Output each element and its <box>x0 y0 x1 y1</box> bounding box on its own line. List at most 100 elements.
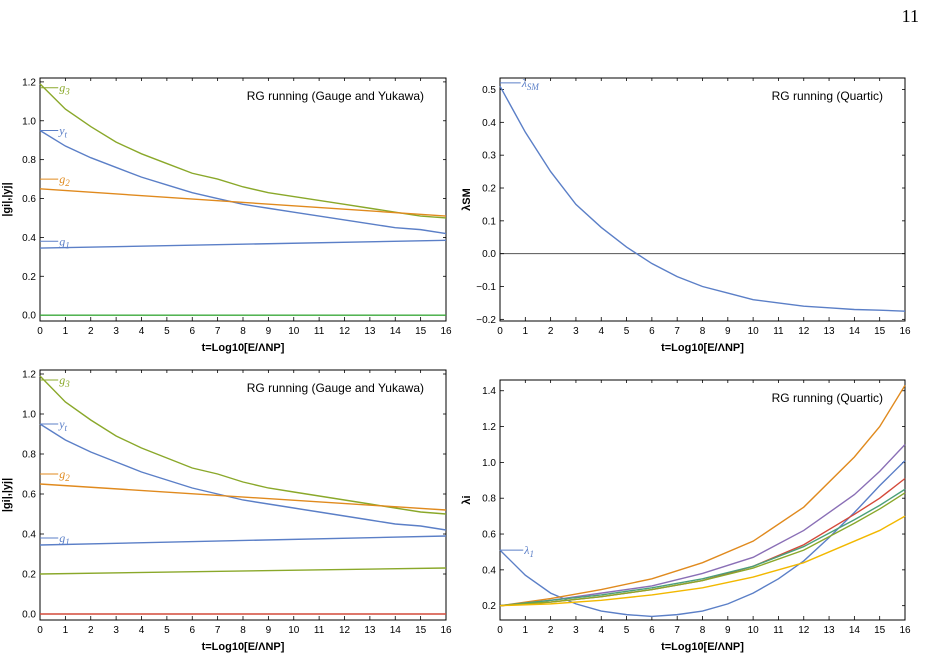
x-tick-label: 15 <box>874 625 886 636</box>
x-tick-label: 2 <box>548 326 554 337</box>
x-tick-label: 14 <box>849 326 861 337</box>
series-line-g1 <box>39 535 447 546</box>
x-tick-label: 6 <box>649 326 655 337</box>
series-line-s3 <box>499 443 906 607</box>
series-line-g3 <box>39 83 447 219</box>
x-tick-label: 0 <box>37 326 43 337</box>
y-tick-label: 1.0 <box>22 116 36 127</box>
x-tick-label: 1 <box>63 625 69 636</box>
x-tick-label: 11 <box>314 326 325 337</box>
y-tick-label: 1.2 <box>22 77 36 88</box>
x-tick-label: 0 <box>497 326 503 337</box>
y-tick-label: 0.2 <box>22 570 36 581</box>
y-tick-label: 0.2 <box>482 601 496 612</box>
x-tick-label: 3 <box>573 625 579 636</box>
y-axis-label: |gi|,|yj| <box>1 478 13 512</box>
x-tick-label: 7 <box>215 326 221 337</box>
x-tick-label: 4 <box>598 625 604 636</box>
y-tick-label: 0.2 <box>482 184 496 195</box>
x-axis-label: t=Log10[E/ΛNP] <box>661 641 744 653</box>
series-line-g1 <box>39 239 447 249</box>
x-tick-label: 6 <box>649 625 655 636</box>
series-line-s2 <box>499 385 906 607</box>
series-line-s7 <box>499 515 906 607</box>
x-tick-label: 2 <box>548 625 554 636</box>
x-axis-label: t=Log10[E/ΛNP] <box>202 342 285 354</box>
series-line-s4 <box>499 477 906 607</box>
x-tick-label: 16 <box>440 625 452 636</box>
y-tick-label: 0.6 <box>22 490 36 501</box>
series-line-yt <box>39 423 447 531</box>
series-line-g2 <box>39 188 447 217</box>
x-tick-label: 9 <box>266 326 272 337</box>
series-line-s5 <box>499 488 906 607</box>
y-tick-label: 0.4 <box>482 118 496 129</box>
y-tick-label: 0.6 <box>482 530 496 541</box>
plot-frame <box>39 369 447 621</box>
x-tick-label: 13 <box>824 326 836 337</box>
x-tick-label: 7 <box>674 326 680 337</box>
x-tick-label: 5 <box>624 326 630 337</box>
x-tick-label: 13 <box>364 625 376 636</box>
y-tick-label: 0.1 <box>482 216 496 227</box>
series-label-g3: g3 <box>59 81 70 97</box>
y-tick-label: 0.4 <box>482 565 496 576</box>
series-label-g2: g2 <box>59 172 70 188</box>
x-tick-label: 9 <box>725 625 731 636</box>
x-tick-label: 12 <box>798 625 810 636</box>
x-tick-label: 14 <box>390 625 402 636</box>
x-tick-label: 5 <box>164 326 170 337</box>
x-tick-label: 11 <box>314 625 325 636</box>
series-label-λSM: λSM <box>521 76 540 92</box>
series-line-yt <box>39 129 447 235</box>
chart-annotation: RG running (Quartic) <box>772 391 883 405</box>
x-tick-label: 7 <box>215 625 221 636</box>
chart-annotation: RG running (Gauge and Yukawa) <box>247 89 424 103</box>
y-tick-label: 0.6 <box>22 194 36 205</box>
x-tick-label: 12 <box>798 326 810 337</box>
x-tick-label: 5 <box>164 625 170 636</box>
y-tick-label: 0.4 <box>22 233 36 244</box>
x-tick-label: 2 <box>88 625 94 636</box>
x-tick-label: 12 <box>339 326 351 337</box>
x-tick-label: 10 <box>748 625 760 636</box>
chart-panel-1: 0 1 2 3 4 5 6 7 8 9 10 11 12 13 14 15 160.00.20.40.60.81… <box>1 77 452 354</box>
x-tick-label: 0 <box>37 625 43 636</box>
chart-panel-3: 0 1 2 3 4 5 6 7 8 9 10 11 12 13 14 15 160.00.20.40.60.81… <box>1 369 452 653</box>
series-label-g1: g1 <box>59 234 70 250</box>
x-tick-label: 15 <box>874 326 886 337</box>
y-tick-label: 0.0 <box>22 610 36 621</box>
x-tick-label: 0 <box>497 625 503 636</box>
x-tick-label: 8 <box>240 326 246 337</box>
x-tick-label: 7 <box>674 625 680 636</box>
plot-frame <box>499 77 906 322</box>
series-line-s6 <box>499 492 906 607</box>
y-tick-label: −0.2 <box>476 315 496 326</box>
x-axis-label: t=Log10[E/ΛNP] <box>202 641 285 653</box>
x-tick-label: 2 <box>88 326 94 337</box>
chart-annotation: RG running (Quartic) <box>772 89 883 103</box>
x-tick-label: 1 <box>523 625 529 636</box>
x-tick-label: 11 <box>773 326 784 337</box>
x-tick-label: 15 <box>415 625 427 636</box>
x-tick-label: 14 <box>849 625 861 636</box>
x-tick-label: 10 <box>288 326 300 337</box>
x-tick-label: 8 <box>240 625 246 636</box>
plot-frame <box>39 77 447 322</box>
x-tick-label: 1 <box>63 326 69 337</box>
x-tick-label: 15 <box>415 326 427 337</box>
x-tick-label: 4 <box>139 326 145 337</box>
y-tick-label: 0.5 <box>482 85 496 96</box>
y-tick-label: −0.1 <box>476 282 496 293</box>
y-tick-label: 0.8 <box>22 450 36 461</box>
y-tick-label: 1.0 <box>482 458 496 469</box>
y-tick-label: 1.2 <box>482 422 496 433</box>
y-axis-label: |gi|,|yj| <box>1 182 13 216</box>
x-tick-label: 8 <box>700 625 706 636</box>
x-tick-label: 6 <box>189 625 195 636</box>
x-tick-label: 13 <box>824 625 836 636</box>
y-tick-label: 0.2 <box>22 272 36 283</box>
series-label-g1: g1 <box>59 531 70 547</box>
series-line-g3 <box>39 375 447 515</box>
y-tick-label: 0.3 <box>482 151 496 162</box>
